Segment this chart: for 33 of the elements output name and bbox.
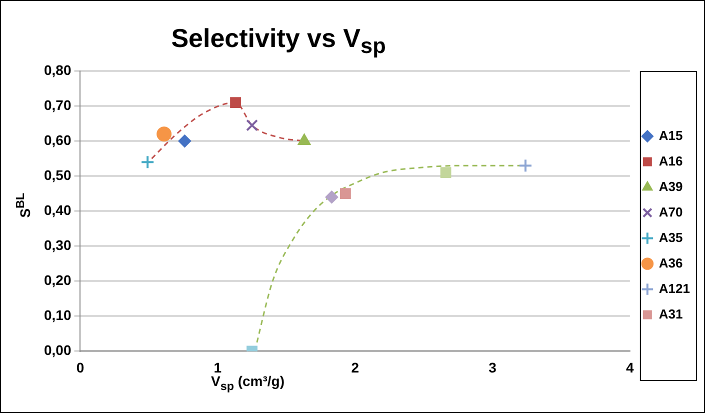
x-tick-label: 3 bbox=[488, 359, 497, 376]
y-tick-label: 0,80 bbox=[44, 62, 72, 78]
x-tick-label: 4 bbox=[626, 359, 634, 376]
point bbox=[518, 158, 532, 173]
y-tick-label: 0,60 bbox=[44, 132, 72, 148]
y-tick-label: 0,00 bbox=[44, 342, 72, 358]
point bbox=[440, 167, 452, 178]
x-tick-label: 2 bbox=[351, 359, 360, 376]
y-tick-label: 0,30 bbox=[44, 236, 72, 253]
point bbox=[178, 134, 192, 148]
point bbox=[230, 97, 241, 108]
chart-title: Selectivity vs V$_{sp}$ bbox=[170, 23, 387, 60]
legend-label: A16 bbox=[658, 153, 683, 168]
point bbox=[246, 119, 258, 132]
y-tick-label: 0,70 bbox=[44, 96, 72, 113]
y-tick-label: 0,40 bbox=[44, 202, 72, 218]
y-tick-label: 0,50 bbox=[44, 166, 72, 183]
point bbox=[140, 155, 155, 170]
y-tick-label: 0,10 bbox=[44, 307, 72, 324]
legend-label: A31 bbox=[658, 306, 683, 322]
x-axis-title: V$_{sp}$ (cm³/g) bbox=[211, 373, 285, 393]
x-tick-label: 1 bbox=[214, 359, 222, 376]
point bbox=[156, 126, 172, 142]
legend-label: A36 bbox=[658, 255, 683, 270]
legend-label: A121 bbox=[658, 280, 690, 296]
point bbox=[325, 190, 338, 204]
legend-label: A15 bbox=[658, 128, 683, 143]
legend-label: A39 bbox=[658, 178, 683, 194]
legend-label: A70 bbox=[658, 204, 683, 220]
x-tick-label: 0 bbox=[76, 359, 84, 376]
point bbox=[340, 188, 351, 200]
y-tick-label: 0,20 bbox=[44, 272, 72, 288]
legend-label: A35 bbox=[658, 230, 683, 245]
